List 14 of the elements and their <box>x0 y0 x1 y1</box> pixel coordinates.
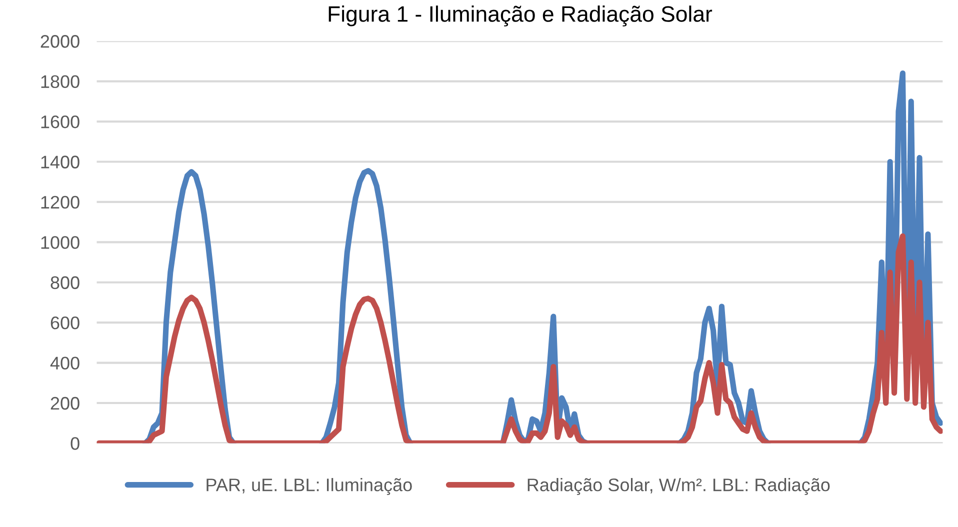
y-tick-label: 800 <box>50 276 80 290</box>
y-tick-label: 1000 <box>41 236 80 249</box>
y-tick-label: 1600 <box>41 115 80 128</box>
y-tick-label: 2000 <box>40 35 80 48</box>
y-tick-label: 1400 <box>41 156 80 168</box>
y-tick-label: 200 <box>50 396 80 410</box>
y-tick-label: 600 <box>50 316 80 330</box>
y-tick-label: 0 <box>70 437 80 450</box>
legend-label: Radiação Solar, W/m². LBL: Radiação <box>528 478 830 495</box>
legend-label: PAR, uE. LBL: Iluminação <box>206 478 412 495</box>
chart-title: Figura 1 - Iluminação e Radiação Solar <box>328 6 712 26</box>
y-tick-label: 1200 <box>41 196 80 209</box>
y-tick-label: 1800 <box>41 75 80 88</box>
y-tick-label: 400 <box>50 356 80 370</box>
